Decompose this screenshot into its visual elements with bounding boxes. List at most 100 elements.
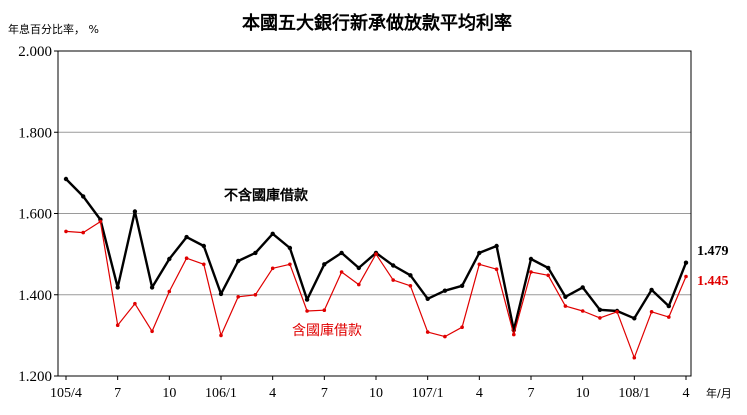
data-point	[287, 245, 293, 251]
data-point	[391, 278, 396, 282]
data-point	[632, 355, 637, 360]
data-point	[546, 265, 551, 271]
y-tick-label: 1.200	[18, 369, 52, 385]
x-tick-label: 105/4	[50, 386, 82, 401]
data-point	[270, 231, 275, 236]
data-point	[81, 194, 86, 199]
data-point	[218, 291, 224, 297]
x-axis-ticks: 105/4 7 10 106/1 4 7 10 107/1 4 7 10 108/1 4	[50, 376, 690, 401]
series-annotation-including-treasury: 含國庫借款	[292, 322, 362, 339]
series-annotation-excluding-treasury: 不含國庫借款	[224, 187, 309, 204]
data-point	[305, 309, 309, 313]
x-tick-label: 4	[269, 386, 276, 401]
x-tick-label: 106/1	[205, 386, 237, 401]
data-point	[184, 256, 189, 261]
data-point	[81, 230, 85, 235]
data-point	[322, 262, 327, 267]
x-tick-label: 4	[476, 386, 483, 401]
data-point	[563, 304, 568, 308]
data-point	[201, 243, 206, 249]
x-tick-label: 4	[683, 386, 690, 401]
x-tick-label: 7	[528, 386, 535, 401]
x-tick-label: 10	[369, 386, 383, 401]
data-point	[304, 297, 310, 302]
data-point	[598, 316, 602, 320]
data-point	[374, 252, 378, 256]
data-point	[528, 256, 534, 262]
data-point	[683, 260, 689, 265]
data-point	[512, 332, 516, 337]
data-point	[149, 285, 155, 290]
x-tick-label: 7	[321, 386, 328, 401]
series-line	[65, 221, 687, 359]
data-point	[459, 283, 465, 288]
data-point	[443, 334, 447, 339]
y-tick-label: 1.800	[18, 125, 52, 141]
data-point	[219, 333, 223, 338]
y-tick-label: 2.000	[18, 44, 52, 60]
data-point	[236, 295, 240, 299]
data-point	[477, 262, 482, 267]
data-point	[167, 256, 172, 262]
data-point	[167, 289, 172, 294]
data-point	[408, 284, 413, 288]
data-point	[494, 267, 499, 272]
x-tick-label: 107/1	[412, 386, 444, 401]
chart-title: 本國五大銀行新承做放款平均利率	[242, 12, 512, 34]
data-point	[288, 262, 292, 267]
data-point	[632, 316, 637, 321]
data-point	[546, 273, 550, 278]
series-including-treasury	[64, 219, 688, 360]
data-point	[133, 301, 137, 306]
data-point	[615, 310, 619, 314]
data-point	[63, 176, 69, 182]
data-point	[202, 262, 206, 267]
data-point	[667, 315, 671, 319]
data-point	[425, 296, 430, 301]
x-tick-label: 108/1	[618, 386, 650, 401]
data-point	[580, 285, 585, 290]
data-point	[425, 330, 430, 334]
end-value-label-excluding-treasury: 1.479	[697, 244, 729, 259]
data-point	[477, 250, 482, 256]
data-point	[184, 234, 189, 240]
data-point	[356, 265, 361, 271]
data-point	[339, 250, 344, 256]
data-point	[115, 285, 120, 290]
y-axis-ticks: 2.000 1.800 1.600 1.400 1.200	[18, 44, 58, 385]
data-point	[529, 270, 533, 274]
data-point	[649, 287, 654, 293]
data-point	[64, 229, 68, 234]
y-axis-unit-label: 年息百分比率， %	[8, 22, 99, 36]
data-point	[236, 258, 241, 264]
data-point	[408, 273, 413, 278]
data-point	[150, 329, 154, 334]
series-layer	[63, 176, 689, 360]
data-point	[649, 310, 654, 314]
y-tick-label: 1.600	[18, 207, 52, 223]
x-axis-unit-label: 年/月	[706, 386, 732, 400]
x-tick-label: 10	[162, 386, 176, 401]
x-tick-label: 7	[114, 386, 121, 401]
data-point	[132, 209, 138, 214]
data-point	[253, 250, 258, 256]
data-point	[597, 307, 603, 312]
data-point	[494, 243, 499, 249]
data-point	[563, 294, 568, 299]
gridlines	[58, 131, 691, 296]
data-point	[322, 308, 327, 313]
data-point	[391, 263, 396, 268]
data-point	[666, 303, 671, 309]
data-point	[253, 293, 258, 297]
data-point	[580, 309, 585, 313]
data-point	[339, 270, 344, 274]
data-point	[98, 219, 103, 224]
data-point	[684, 274, 688, 279]
data-point	[115, 323, 120, 328]
data-point	[442, 288, 448, 293]
y-tick-label: 1.400	[18, 288, 52, 304]
end-value-label-including-treasury: 1.445	[697, 274, 729, 289]
data-point	[270, 266, 275, 271]
data-point	[357, 282, 361, 287]
